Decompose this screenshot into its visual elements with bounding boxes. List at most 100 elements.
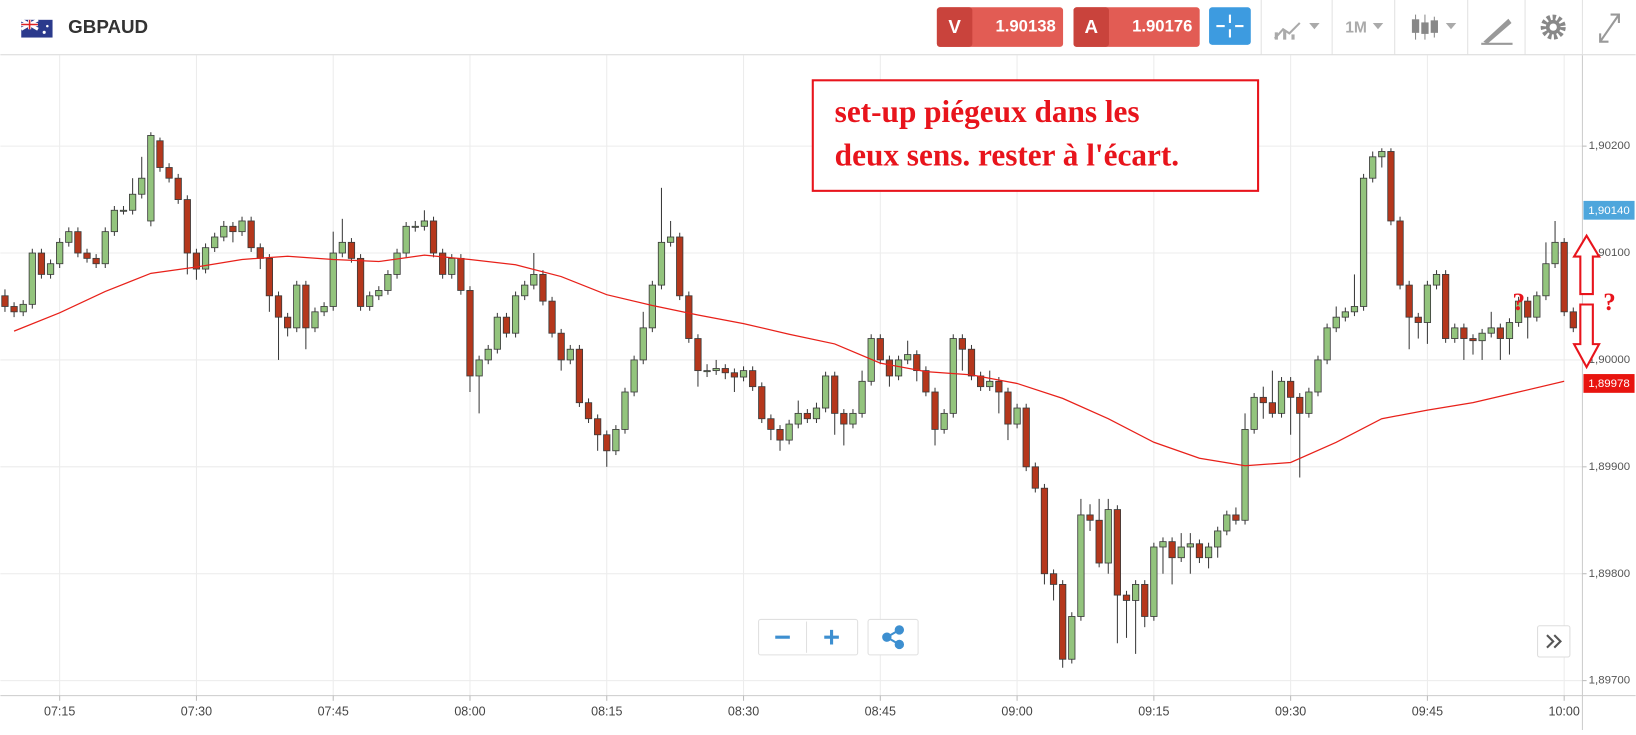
candle-body (995, 380, 1003, 393)
candles-button[interactable] (1411, 14, 1457, 40)
candle-body (557, 332, 565, 361)
candle-body (730, 372, 739, 378)
candle-body (83, 252, 91, 259)
candle-body (1, 295, 9, 307)
candle-body (1277, 380, 1286, 414)
candle-body (894, 359, 903, 377)
candle-body (1068, 616, 1076, 660)
candle-body (129, 193, 137, 211)
chart-type-button[interactable] (1273, 22, 1320, 40)
x-tick-label: 10:00 (1549, 705, 1580, 719)
up-arrow (1572, 233, 1601, 296)
settings-button[interactable] (1540, 14, 1566, 40)
candle-body (19, 303, 27, 313)
candle-body (749, 370, 757, 388)
down-arrow (1572, 303, 1601, 370)
candle-body (1040, 487, 1049, 575)
candle-body (767, 418, 775, 430)
fullscreen-button[interactable] (1599, 13, 1620, 43)
annotation-text: deux sens. rester à l'écart. (835, 138, 1179, 173)
candle-body (1487, 327, 1495, 334)
candle-body (594, 418, 602, 436)
axes: 1,89700 1,89800 1,89900 1,90000 1,90100 1,902… (0, 55, 1636, 730)
candle-body (885, 359, 894, 377)
x-tick-label: 07:30 (181, 705, 212, 719)
buy-button[interactable]: A 1.90176 (1073, 7, 1200, 47)
candle-body (967, 348, 976, 377)
candle-body (1524, 300, 1532, 318)
candle-body (703, 370, 711, 373)
share-button[interactable] (882, 625, 905, 650)
candle-body (739, 370, 748, 378)
candle-body (821, 375, 830, 409)
annotation-box (811, 79, 1260, 192)
candle-body (1341, 311, 1349, 318)
question-mark: ? (1603, 289, 1616, 316)
candle-body (1259, 396, 1267, 404)
candle-body (931, 391, 939, 430)
y-tick-label: 1,90200 (1589, 140, 1630, 152)
symbol: GBPAUD (68, 16, 148, 37)
x-tick-label: 09:45 (1412, 705, 1443, 719)
sell-button[interactable]: V 1.90138 (936, 7, 1064, 47)
candle-body (110, 209, 118, 233)
candle-body (448, 257, 456, 275)
x-tick-label: 07:15 (44, 705, 75, 719)
candle-body (174, 177, 182, 200)
candle-body (1159, 541, 1167, 548)
candle-body (831, 375, 839, 414)
candle-body (1177, 546, 1185, 559)
candle-body (1442, 273, 1450, 339)
price-label-box (1583, 200, 1635, 220)
scroll-end-button[interactable] (1537, 625, 1571, 658)
candle-body (1141, 583, 1149, 617)
plot-area (1, 132, 1577, 668)
candle-body (1022, 407, 1030, 468)
candle-body (922, 370, 930, 393)
separators (1260, 0, 1583, 55)
candle-body (1077, 514, 1085, 617)
candle-body (1186, 543, 1194, 548)
candle-body (1104, 509, 1112, 564)
candle-body (803, 412, 811, 420)
candle-body (1241, 428, 1249, 521)
candle-body (712, 368, 720, 372)
candle-body (420, 220, 429, 227)
x-tick-label: 08:30 (728, 705, 759, 719)
candle-body (46, 263, 55, 275)
candle-body (1378, 151, 1386, 158)
timeframe-button[interactable]: 1M (1345, 19, 1384, 36)
sell-letter: V (948, 16, 961, 37)
candle-body (265, 257, 273, 297)
candle-body (65, 231, 73, 243)
candle-body (1296, 396, 1304, 414)
candle-body (320, 306, 328, 313)
candle-body (211, 236, 219, 249)
direction-arrows (1572, 233, 1601, 370)
x-tick-label: 08:00 (454, 705, 485, 719)
x-tick-label: 09:00 (1001, 705, 1032, 719)
candle-body (1560, 241, 1568, 313)
candle-body (347, 241, 356, 259)
candle-body (1350, 306, 1359, 313)
candle-body (256, 247, 264, 259)
candle-body (28, 252, 36, 305)
candle-body (849, 412, 857, 425)
candle-body (1432, 273, 1441, 286)
x-tick-label: 09:30 (1275, 705, 1306, 719)
candle-body (1551, 241, 1559, 265)
annotation-text: set-up piégeux dans les (835, 94, 1140, 129)
draw-button[interactable] (1481, 18, 1513, 45)
crosshair-button[interactable] (1209, 7, 1251, 45)
candle-body (1514, 300, 1523, 323)
candle-body (302, 284, 310, 329)
candle-body (429, 220, 438, 254)
candle-body (530, 273, 538, 286)
candle-body (1232, 514, 1240, 521)
candle-body (475, 359, 483, 377)
candle-body (56, 241, 64, 265)
zoom-in-button[interactable] (824, 629, 839, 645)
candle-body (511, 295, 520, 334)
candle-body (1049, 573, 1058, 585)
